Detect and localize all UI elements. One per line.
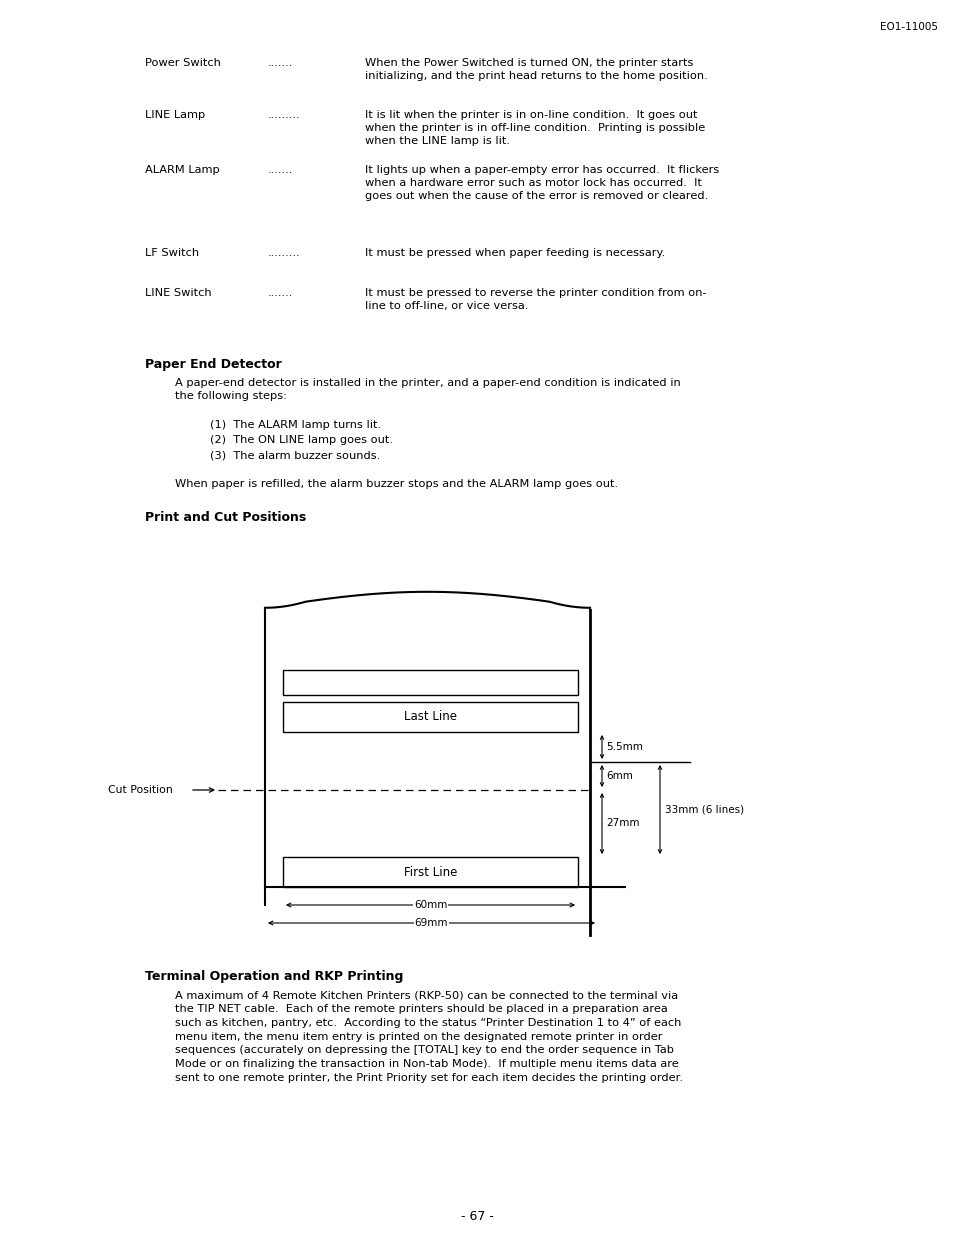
Text: Terminal Operation and RKP Printing: Terminal Operation and RKP Printing xyxy=(145,970,403,983)
Text: LINE Switch: LINE Switch xyxy=(145,287,212,299)
Text: 27mm: 27mm xyxy=(605,819,639,829)
Text: EO1-11005: EO1-11005 xyxy=(879,22,937,32)
Text: 33mm (6 lines): 33mm (6 lines) xyxy=(664,804,743,814)
Text: It must be pressed when paper feeding is necessary.: It must be pressed when paper feeding is… xyxy=(365,248,664,258)
Text: Power Switch: Power Switch xyxy=(145,58,221,68)
Text: Paper End Detector: Paper End Detector xyxy=(145,358,281,370)
Text: First Line: First Line xyxy=(403,866,456,878)
Text: (1)  The ALARM lamp turns lit.: (1) The ALARM lamp turns lit. xyxy=(210,420,381,430)
Text: LINE Lamp: LINE Lamp xyxy=(145,110,205,120)
Text: Cut Position: Cut Position xyxy=(108,786,172,795)
Text: When the Power Switched is turned ON, the printer starts
initializing, and the p: When the Power Switched is turned ON, th… xyxy=(365,58,707,82)
Text: 5.5mm: 5.5mm xyxy=(605,742,642,752)
Text: A maximum of 4 Remote Kitchen Printers (RKP-50) can be connected to the terminal: A maximum of 4 Remote Kitchen Printers (… xyxy=(174,990,682,1083)
Text: (3)  The alarm buzzer sounds.: (3) The alarm buzzer sounds. xyxy=(210,450,380,460)
Text: A paper-end detector is installed in the printer, and a paper-end condition is i: A paper-end detector is installed in the… xyxy=(174,378,680,401)
Text: (2)  The ON LINE lamp goes out.: (2) The ON LINE lamp goes out. xyxy=(210,435,393,445)
Text: Last Line: Last Line xyxy=(403,710,456,724)
Text: ALARM Lamp: ALARM Lamp xyxy=(145,165,219,175)
Text: .......: ....... xyxy=(268,165,294,175)
Text: LF Switch: LF Switch xyxy=(145,248,199,258)
Text: .........: ......... xyxy=(268,248,300,258)
Text: It is lit when the printer is in on-line condition.  It goes out
when the printe: It is lit when the printer is in on-line… xyxy=(365,110,704,146)
Text: 69mm: 69mm xyxy=(415,918,448,928)
Text: .......: ....... xyxy=(268,58,294,68)
Bar xyxy=(283,670,578,695)
Text: It must be pressed to reverse the printer condition from on-
line to off-line, o: It must be pressed to reverse the printe… xyxy=(365,287,706,311)
Text: .......: ....... xyxy=(268,287,294,299)
Text: - 67 -: - 67 - xyxy=(460,1211,493,1223)
Text: When paper is refilled, the alarm buzzer stops and the ALARM lamp goes out.: When paper is refilled, the alarm buzzer… xyxy=(174,479,618,489)
Text: It lights up when a paper-empty error has occurred.  It flickers
when a hardware: It lights up when a paper-empty error ha… xyxy=(365,165,719,202)
Bar xyxy=(283,703,578,732)
Bar xyxy=(283,857,578,887)
Text: 6mm: 6mm xyxy=(605,771,632,781)
Text: .........: ......... xyxy=(268,110,300,120)
Text: 60mm: 60mm xyxy=(414,900,447,909)
Text: Print and Cut Positions: Print and Cut Positions xyxy=(145,510,306,524)
